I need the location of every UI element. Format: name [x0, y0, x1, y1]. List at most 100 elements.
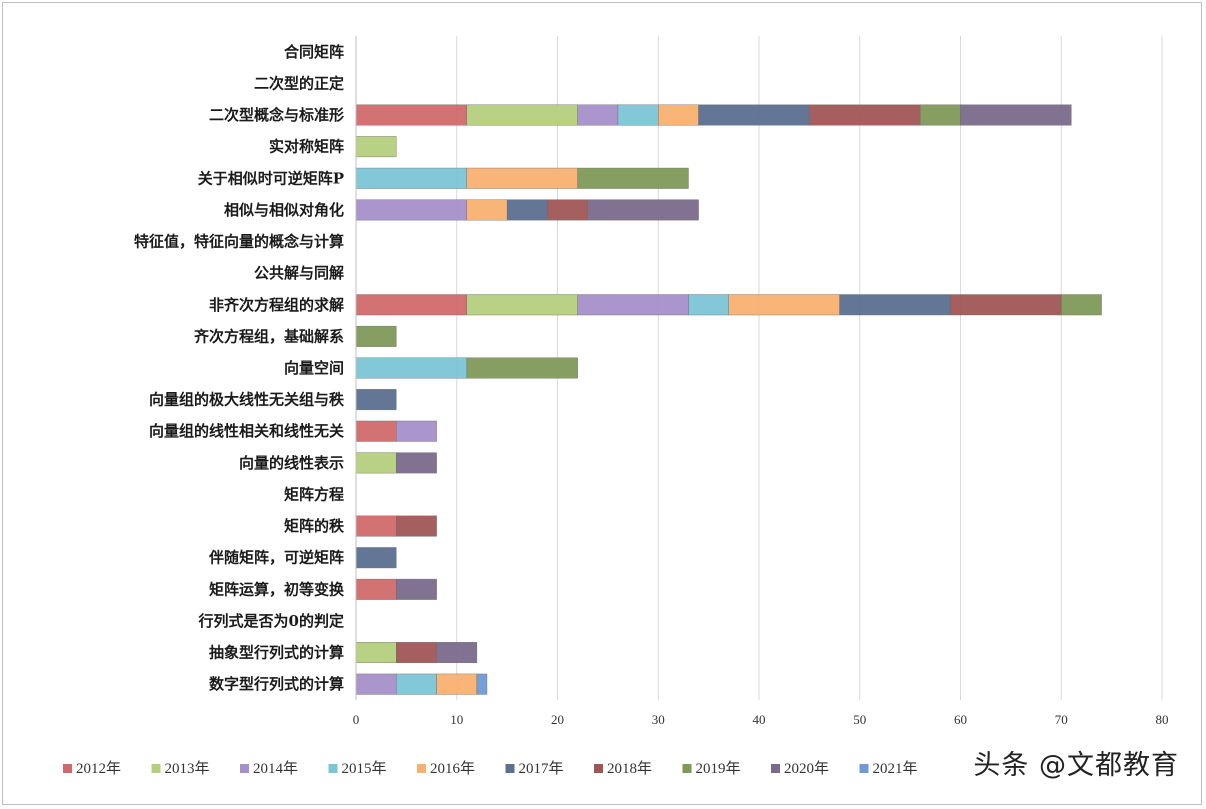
bar-segment	[950, 294, 1062, 316]
category-label: 矩阵的秩	[284, 517, 345, 535]
bar-segment	[396, 673, 437, 695]
watermark-text: 头条 @文都教育	[973, 750, 1179, 781]
x-tick-label: 40	[753, 712, 766, 727]
bar-segment	[355, 294, 468, 316]
bar-segment	[1061, 294, 1102, 316]
bar-segment	[355, 389, 397, 411]
legend-swatch	[594, 764, 603, 773]
category-label: 矩阵运算，初等变换	[209, 580, 345, 598]
legend-label: 2016年	[430, 760, 475, 777]
bar-segment	[355, 420, 397, 442]
x-tick-label: 0	[353, 712, 360, 727]
bar-segment	[355, 452, 397, 474]
category-label: 实对称矩阵	[269, 138, 344, 156]
legend-item[interactable]: 2017年	[505, 760, 564, 777]
legend-label: 2020年	[784, 760, 829, 777]
bar-segment	[355, 547, 397, 569]
legend-swatch	[328, 764, 338, 773]
x-tick-label: 20	[551, 712, 564, 727]
legend-swatch	[240, 764, 249, 773]
bar-segment	[960, 104, 1072, 126]
legend-item[interactable]: 2014年	[240, 760, 298, 777]
legend-label: 2021年	[873, 760, 918, 777]
bar-segment	[355, 578, 397, 600]
legend-label: 2015年	[342, 760, 387, 777]
x-tick-labels: 0 10 20 30 40 50 60 70 80	[353, 712, 1169, 727]
x-tick-label: 70	[1055, 712, 1068, 727]
x-tick-label: 80	[1156, 712, 1169, 727]
bar-segment	[355, 642, 397, 664]
category-label: 行列式是否为0的判定	[198, 612, 344, 630]
bar-segment	[466, 104, 578, 126]
bar-segment	[466, 199, 508, 221]
x-tick-label: 60	[954, 712, 967, 727]
legend-item[interactable]: 2015年	[328, 760, 387, 777]
bar-segment	[396, 578, 437, 600]
bar-segment	[436, 642, 478, 664]
category-label: 向量的线性表示	[239, 454, 344, 472]
grid-lines	[456, 36, 1163, 700]
category-label: 非齐次方程组的求解	[209, 296, 344, 314]
bar-segment	[577, 104, 619, 126]
legend-item[interactable]: 2021年	[859, 760, 918, 777]
bar-segment	[396, 642, 437, 664]
category-label: 向量组的线性相关和线性无关	[149, 422, 344, 440]
legend-label: 2012年	[76, 760, 121, 777]
bar-segment	[617, 104, 659, 126]
bar-segment	[577, 294, 689, 316]
category-label: 向量组的极大线性无关组与秩	[149, 391, 345, 409]
bar-segment	[920, 104, 961, 126]
bar-segment	[809, 104, 921, 126]
legend-item[interactable]: 2012年	[63, 760, 121, 777]
legend-label: 2019年	[696, 760, 741, 777]
category-label: 向量空间	[284, 359, 344, 377]
category-label: 齐次方程组，基础解系	[194, 327, 344, 345]
legend-swatch	[505, 764, 515, 773]
bar-segment	[355, 167, 468, 189]
category-label: 公共解与同解	[254, 264, 344, 282]
bar-segment	[698, 104, 810, 126]
legend-swatch	[417, 764, 426, 773]
category-label: 伴随矩阵，可逆矩阵	[208, 549, 344, 567]
legend-swatch	[859, 764, 869, 773]
legend-label: 2018年	[607, 760, 652, 777]
legend-item[interactable]: 2013年	[151, 760, 210, 777]
bar-segment	[688, 294, 729, 316]
bar-segment	[547, 199, 588, 221]
bar-segment	[466, 357, 578, 379]
legend-item[interactable]: 2016年	[417, 760, 475, 777]
x-tick-label: 50	[853, 712, 866, 727]
bar-segment	[658, 104, 699, 126]
legend-label: 2017年	[519, 760, 564, 777]
x-tick-label: 30	[652, 712, 665, 727]
bar-segment	[355, 357, 468, 379]
bar-segment	[466, 167, 578, 189]
legend-swatch	[63, 764, 72, 773]
bar-segment	[577, 167, 689, 189]
category-label: 矩阵方程	[284, 485, 344, 503]
legend[interactable]: 2012年 2013年 2014年 2015年 2016年 2017年 2018年 2019年…	[63, 760, 918, 777]
legend-item[interactable]: 2019年	[682, 760, 741, 777]
legend-swatch	[771, 764, 780, 773]
bar-segment	[355, 515, 397, 537]
bar-segment	[355, 673, 397, 695]
legend-item[interactable]: 2020年	[771, 760, 829, 777]
category-label: 抽象型行列式的计算	[209, 644, 344, 662]
x-tick-label: 10	[450, 712, 463, 727]
bar-segment	[728, 294, 840, 316]
legend-swatch	[151, 764, 161, 773]
category-label: 特征值，特征向量的概念与计算	[134, 233, 344, 251]
bar-segment	[466, 294, 578, 316]
bar-segment	[355, 199, 468, 221]
bar-segment	[396, 515, 437, 537]
category-label: 相似与相似对角化	[224, 201, 344, 219]
legend-swatch	[682, 764, 692, 773]
bar-segment	[396, 452, 437, 474]
legend-item[interactable]: 2018年	[594, 760, 652, 777]
category-label: 二次型概念与标准形	[209, 106, 344, 124]
bar-segment	[396, 420, 437, 442]
legend-label: 2014年	[253, 760, 298, 777]
legend-label: 2013年	[165, 760, 210, 777]
